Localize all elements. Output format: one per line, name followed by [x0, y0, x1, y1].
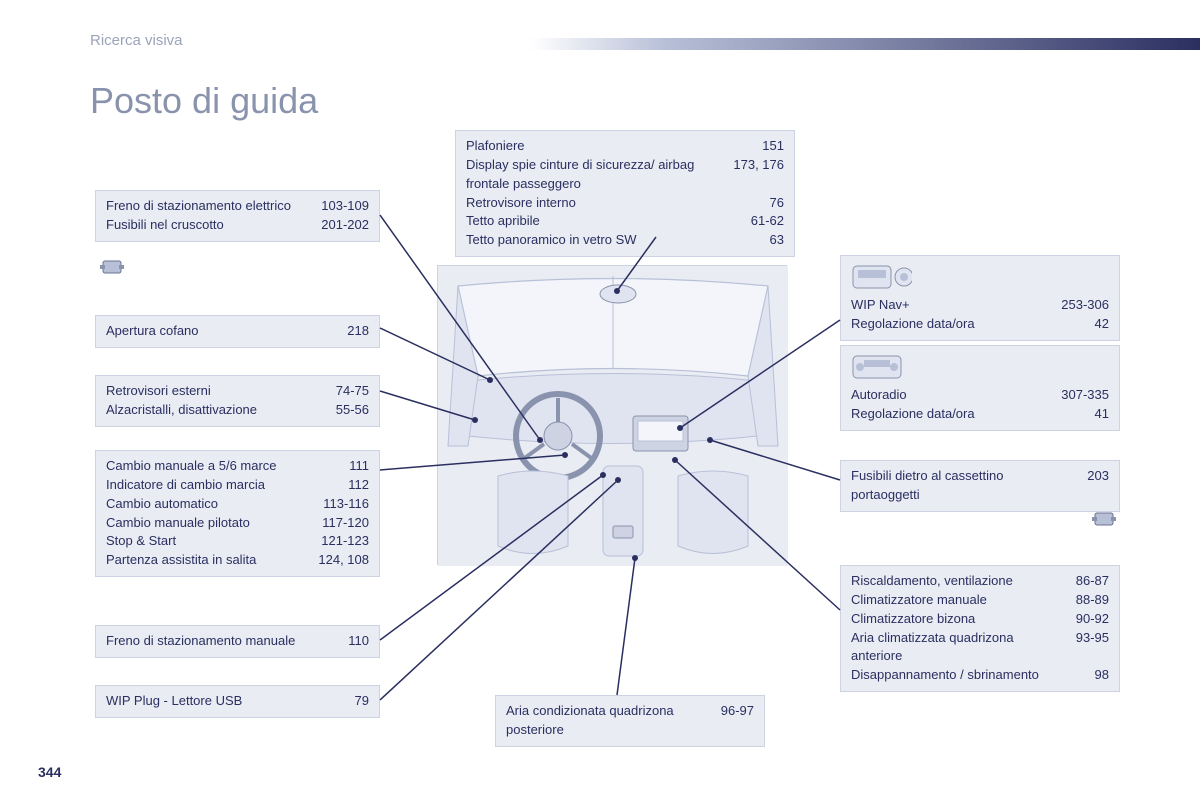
- page-ref: 111: [309, 457, 369, 476]
- label: Display spie cinture di sicurezza/ airba…: [466, 156, 716, 194]
- fuse-icon: [100, 258, 124, 278]
- label: Riscaldamento, ventilazione: [851, 572, 1041, 591]
- breadcrumb: Ricerca visiva: [90, 32, 183, 49]
- page-ref: 218: [309, 322, 369, 341]
- label: Regolazione data/ora: [851, 405, 1041, 424]
- nav-unit-icon: [852, 260, 912, 294]
- page-ref: 124, 108: [309, 551, 369, 570]
- page-ref: 110: [309, 632, 369, 651]
- page-ref: 151: [724, 137, 784, 156]
- page-ref: 76: [724, 194, 784, 213]
- page-ref: 90-92: [1049, 610, 1109, 629]
- label: Fusibili nel cruscotto: [106, 216, 301, 235]
- label: Apertura cofano: [106, 322, 301, 341]
- page-ref: 74-75: [309, 382, 369, 401]
- label: Disappannamento / sbrinamento: [851, 666, 1041, 685]
- label: WIP Plug - Lettore USB: [106, 692, 301, 711]
- label: Aria condizionata quadrizona posteriore: [506, 702, 686, 740]
- page-ref: 61-62: [724, 212, 784, 231]
- box-rear-ac: Aria condizionata quadrizona posteriore9…: [495, 695, 765, 747]
- fuse-icon: [1092, 510, 1116, 530]
- page-ref: 86-87: [1049, 572, 1109, 591]
- label: Alzacristalli, disattivazione: [106, 401, 301, 420]
- label: Regolazione data/ora: [851, 315, 1041, 334]
- label: Stop & Start: [106, 532, 301, 551]
- box-manual-brake: Freno di stazionamento manuale 110: [95, 625, 380, 658]
- page-ref: 173, 176: [724, 156, 784, 194]
- label: Cambio manuale a 5/6 marce: [106, 457, 301, 476]
- dashboard-illustration: [437, 265, 787, 565]
- page-ref: 113-116: [309, 495, 369, 514]
- page-ref: 117-120: [309, 514, 369, 533]
- label: Retrovisore interno: [466, 194, 716, 213]
- label: Freno di stazionamento manuale: [106, 632, 301, 651]
- label: Cambio automatico: [106, 495, 301, 514]
- label: Climatizzatore manuale: [851, 591, 1041, 610]
- label: Partenza assistita in salita: [106, 551, 301, 570]
- page-title: Posto di guida: [90, 80, 318, 122]
- radio-unit-icon: [852, 350, 902, 384]
- page-ref: 96-97: [694, 702, 754, 740]
- page-ref: 93-95: [1049, 629, 1109, 667]
- label: Tetto panoramico in vetro SW: [466, 231, 716, 250]
- label: Indicatore di cambio marcia: [106, 476, 301, 495]
- page-ref: 253-306: [1049, 296, 1109, 315]
- page-ref: 55-56: [309, 401, 369, 420]
- box-mirrors: Retrovisori esterni 74-75 Alzacristalli, …: [95, 375, 380, 427]
- label: Climatizzatore bizona: [851, 610, 1041, 629]
- page-number: 344: [38, 764, 61, 780]
- page-ref: 88-89: [1049, 591, 1109, 610]
- label: Freno di stazionamento elettrico: [106, 197, 301, 216]
- page-ref: 41: [1049, 405, 1109, 424]
- box-climate: Riscaldamento, ventilazione 86-87 Climati…: [840, 565, 1120, 692]
- box-bonnet: Apertura cofano 218: [95, 315, 380, 348]
- box-gearbox: Cambio manuale a 5/6 marce 111 Indicatore…: [95, 450, 380, 577]
- page-ref: 79: [309, 692, 369, 711]
- header-strip: [530, 38, 1200, 50]
- page-ref: 98: [1049, 666, 1109, 685]
- page-ref: 203: [1049, 467, 1109, 505]
- label: Fusibili dietro al cassettino portaogget…: [851, 467, 1041, 505]
- box-usb: WIP Plug - Lettore USB 79: [95, 685, 380, 718]
- label: Tetto apribile: [466, 212, 716, 231]
- label: Retrovisori esterni: [106, 382, 301, 401]
- page-ref: 307-335: [1049, 386, 1109, 405]
- page-ref: 112: [309, 476, 369, 495]
- label: Plafoniere: [466, 137, 716, 156]
- label: Cambio manuale pilotato: [106, 514, 301, 533]
- page-ref: 121-123: [309, 532, 369, 551]
- box-parking-brake: Freno di stazionamento elettrico103-109 …: [95, 190, 380, 242]
- page-ref: 103-109: [309, 197, 369, 216]
- page-ref: 201-202: [309, 216, 369, 235]
- page-ref: 63: [724, 231, 784, 250]
- page-ref: 42: [1049, 315, 1109, 334]
- label: Autoradio: [851, 386, 1041, 405]
- box-ceiling: Plafoniere 151 Display spie cinture di si…: [455, 130, 795, 257]
- box-glovebox-fuses: Fusibili dietro al cassettino portaogget…: [840, 460, 1120, 512]
- label: WIP Nav+: [851, 296, 1041, 315]
- label: Aria climatizzata quadrizona anteriore: [851, 629, 1041, 667]
